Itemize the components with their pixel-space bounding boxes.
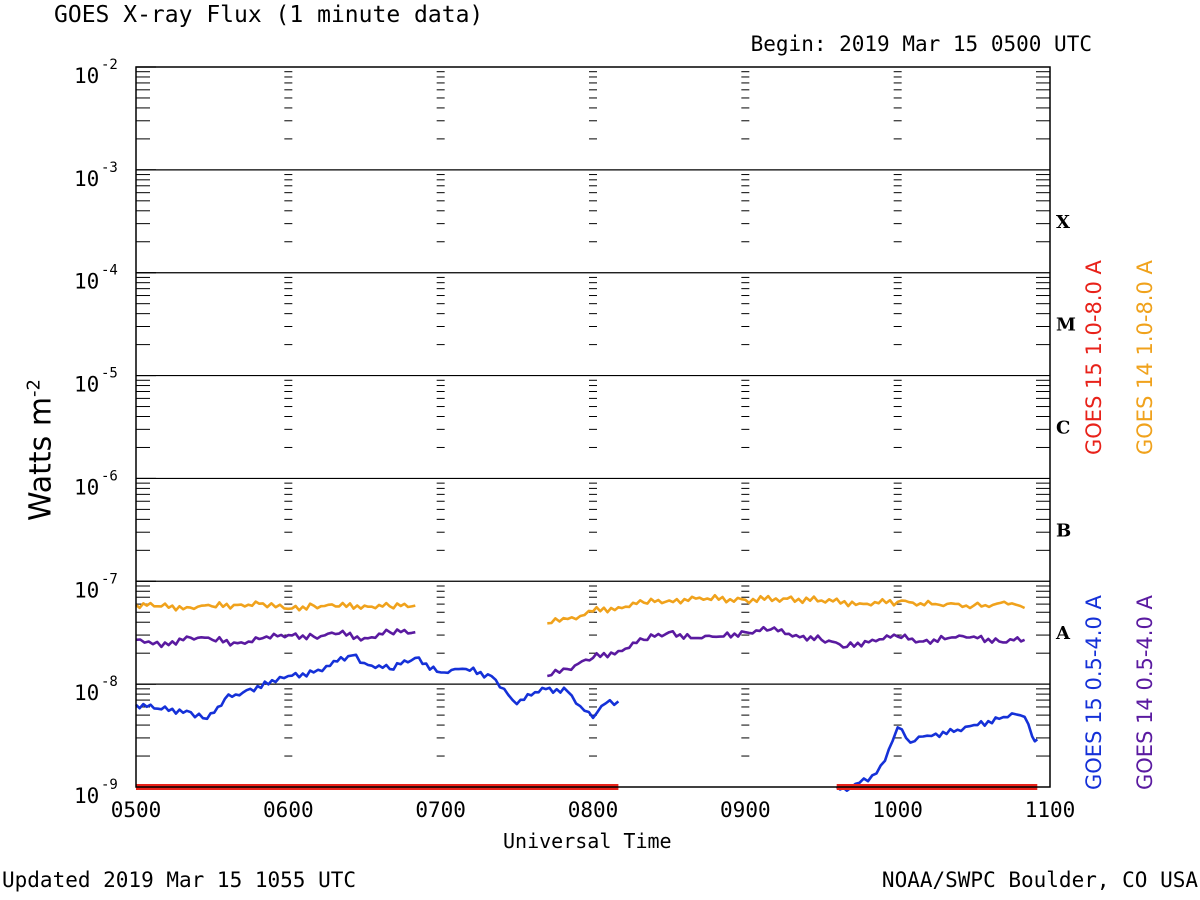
series-line [547, 625, 1026, 678]
x-tick-label: 0900 [720, 798, 771, 822]
x-tick-label: 0700 [415, 798, 466, 822]
begin-time-label: Begin: 2019 Mar 15 0500 UTC [750, 32, 1092, 56]
axis-ticks [136, 66, 1050, 788]
x-tick-label: 1100 [1025, 798, 1076, 822]
y-tick-label: 10 [74, 64, 99, 88]
y-tick-label-exponent: -8 [101, 674, 118, 690]
y-tick-label: 10 [74, 270, 99, 294]
x-tick-label: 1000 [872, 798, 923, 822]
x-tick-label: 0800 [568, 798, 619, 822]
y-tick-label-exponent: -6 [101, 468, 118, 484]
credit-label: NOAA/SWPC Boulder, CO USA [881, 868, 1198, 892]
grid-lines [136, 169, 1050, 685]
flare-class-label: A [1055, 623, 1071, 644]
series-line [835, 712, 1039, 792]
series-line [135, 653, 620, 721]
legend-entry: GOES 15 0.5-4.0 A [1082, 595, 1106, 790]
y-tick-label-exponent: -9 [101, 777, 118, 793]
flare-class-labels: X M C B A [1055, 212, 1076, 644]
y-tick-labels: 10-910-810-710-610-510-410-310-2 [74, 57, 118, 808]
x-tick-label: 0500 [111, 798, 162, 822]
chart-title: GOES X-ray Flux (1 minute data) [54, 2, 484, 28]
y-tick-label-exponent: -2 [101, 57, 118, 73]
x-axis-label: Universal Time [503, 829, 672, 853]
y-tick-label-exponent: -3 [101, 160, 118, 176]
y-tick-label: 10 [74, 681, 99, 705]
y-tick-label: 10 [74, 167, 99, 191]
flare-class-label: M [1056, 315, 1076, 336]
x-tick-labels: 0500 0600 0700 0800 0900 1000 1100 [111, 798, 1076, 822]
y-tick-label: 10 [74, 784, 99, 808]
x-tick-label: 0600 [263, 798, 314, 822]
flare-class-label: C [1056, 417, 1070, 438]
legend-entry: GOES 14 1.0-8.0 A [1133, 260, 1157, 455]
data-series [135, 593, 1039, 792]
series-line [135, 600, 416, 612]
legend-entry: GOES 15 1.0-8.0 A [1082, 260, 1106, 455]
y-tick-label-exponent: -7 [101, 571, 118, 587]
y-tick-label-exponent: -4 [101, 263, 118, 279]
flare-class-label: X [1056, 212, 1070, 233]
updated-timestamp: Updated 2019 Mar 15 1055 UTC [2, 868, 357, 892]
y-tick-label: 10 [74, 475, 99, 499]
y-tick-label: 10 [74, 578, 99, 602]
flare-class-label: B [1056, 520, 1071, 541]
y-tick-label: 10 [74, 373, 99, 397]
series-line [135, 628, 416, 649]
legend-entry: GOES 14 0.5-4.0 A [1133, 595, 1157, 790]
y-tick-label-exponent: -5 [101, 366, 118, 382]
plot-frame [135, 66, 1051, 788]
series-line [547, 593, 1026, 625]
